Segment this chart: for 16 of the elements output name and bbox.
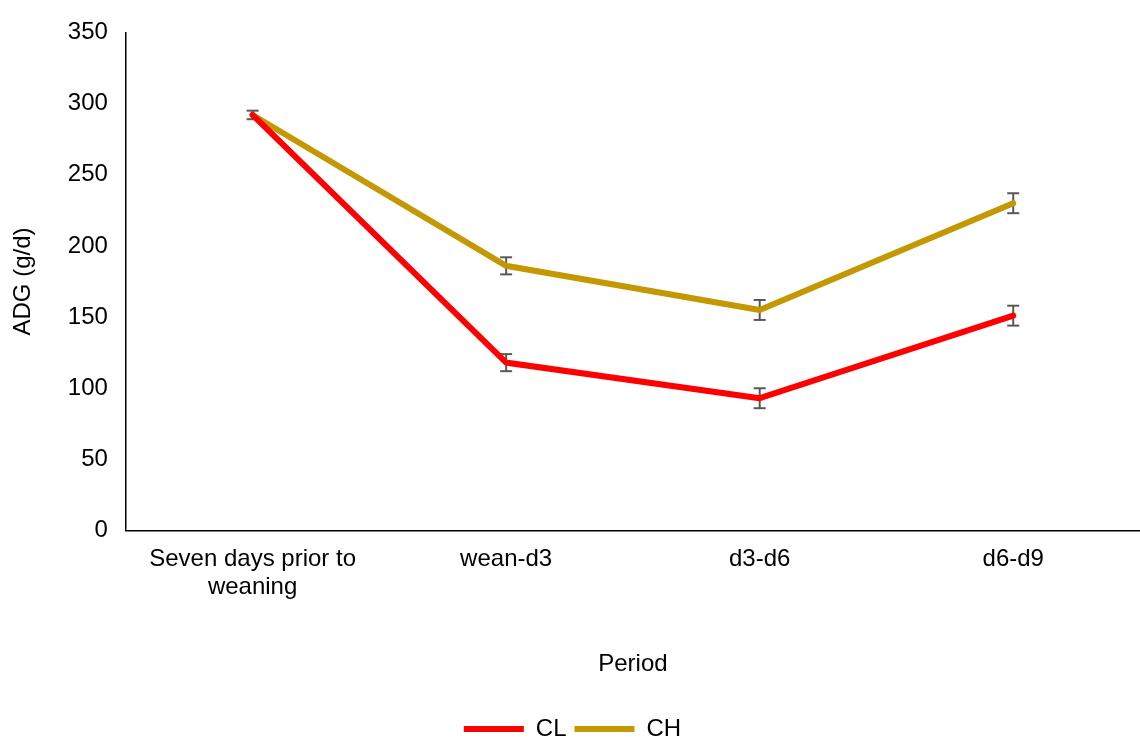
x-tick-label: d6-d9	[982, 543, 1044, 571]
y-tick-label: 100	[67, 372, 108, 400]
y-tick-label: 150	[67, 301, 108, 329]
x-axis-title: Period	[598, 649, 668, 677]
y-tick-label: 300	[67, 88, 108, 116]
y-tick-label: 50	[81, 444, 108, 472]
legend-label: CH	[646, 713, 682, 741]
y-tick-label: 350	[67, 17, 108, 45]
y-tick-label: 0	[94, 515, 108, 543]
y-axis-title: ADG (g/d)	[8, 227, 36, 336]
x-tick-label: Seven days prior to weaning	[149, 543, 356, 600]
y-tick-label: 250	[67, 159, 108, 187]
x-tick-label: wean-d3	[459, 543, 553, 571]
legend-label: CL	[535, 713, 567, 741]
y-tick-label: 200	[67, 230, 108, 258]
x-tick-label: d3-d6	[729, 543, 791, 571]
